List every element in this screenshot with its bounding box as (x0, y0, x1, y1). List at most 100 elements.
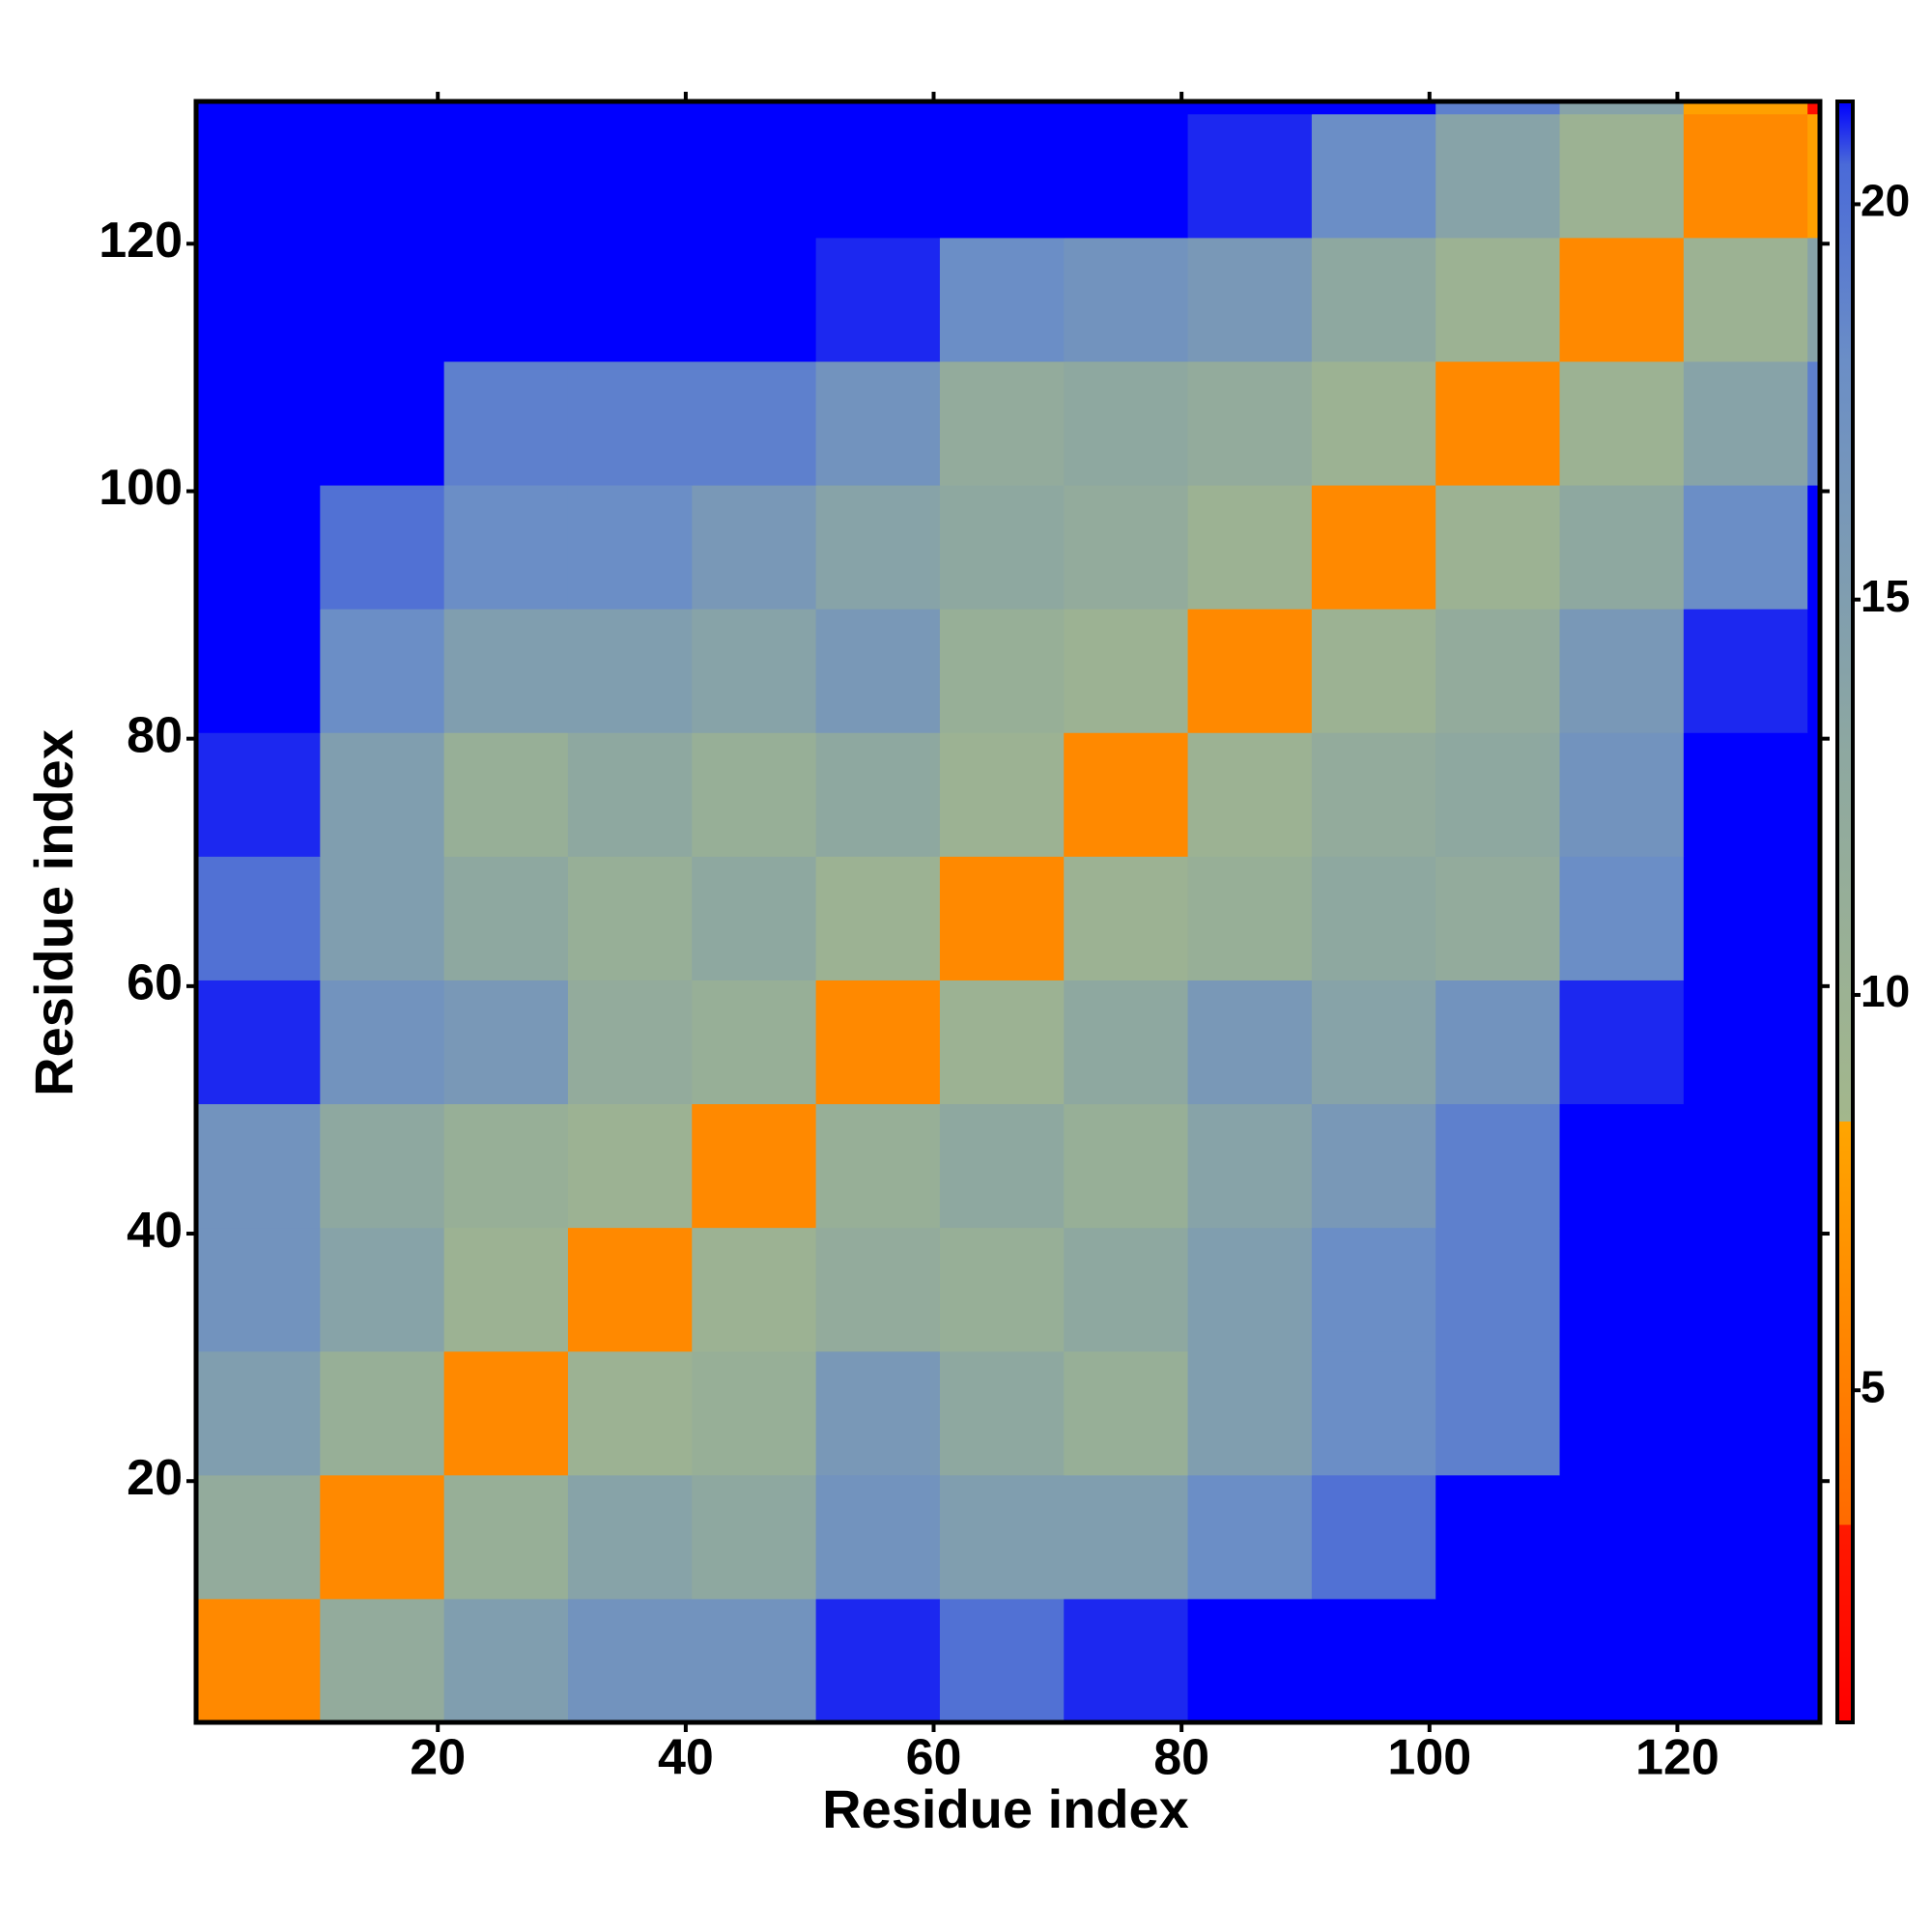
y-tick-label: 120 (99, 213, 183, 269)
heatmap-cell (567, 856, 693, 980)
heatmap-cell (1683, 1103, 1808, 1229)
heatmap-cell (1559, 609, 1685, 733)
heatmap-cell (196, 1350, 321, 1476)
heatmap-cell (939, 1350, 1065, 1476)
heatmap-cell (692, 360, 817, 486)
heatmap-cell (1683, 485, 1808, 610)
x-axis-label: Residue index (822, 1778, 1189, 1839)
heatmap-cell (692, 1103, 817, 1229)
heatmap-cell (692, 1350, 817, 1476)
heatmap-cell (1187, 237, 1313, 362)
heatmap-cell (1064, 856, 1189, 980)
heatmap-cell (1559, 1350, 1685, 1476)
heatmap-cell (443, 237, 569, 362)
heatmap-cell (320, 360, 445, 486)
heatmap-cell (1311, 1103, 1436, 1229)
heatmap-cell (1435, 1350, 1561, 1476)
heatmap-cell (1064, 1227, 1189, 1352)
heatmap-cell (692, 1474, 817, 1600)
heatmap-cell (1311, 113, 1436, 239)
heatmap-cell (1064, 101, 1189, 115)
y-tick-label: 60 (127, 955, 183, 1011)
heatmap-cell (320, 732, 445, 857)
heatmap-cell (196, 856, 321, 980)
heatmap-cell (1311, 980, 1436, 1105)
heatmap-cell (1683, 1474, 1808, 1600)
y-axis-label: Residue index (23, 729, 84, 1096)
y-tick-label: 100 (99, 460, 183, 516)
heatmap-cell (443, 980, 569, 1105)
heatmap-cell (320, 237, 445, 362)
heatmap-cell (196, 237, 321, 362)
heatmap-cell (1187, 856, 1313, 980)
heatmap-cell (1559, 980, 1685, 1105)
plot-frame (193, 99, 1823, 1725)
heatmap-cell (1187, 980, 1313, 1105)
heatmap-cell (1435, 101, 1561, 115)
heatmap-cell (567, 101, 693, 115)
heatmap-cell (692, 980, 817, 1105)
heatmap-cell (1559, 1474, 1685, 1600)
heatmap-cell (196, 1474, 321, 1600)
heatmap-cell (1683, 980, 1808, 1105)
heatmap-cell (1559, 237, 1685, 362)
heatmap-cell (1187, 1350, 1313, 1476)
heatmap-cell (815, 609, 941, 733)
heatmap-cell (939, 609, 1065, 733)
heatmap-cell (815, 360, 941, 486)
heatmap-cell (567, 1350, 693, 1476)
colorbar (1835, 99, 1855, 1724)
heatmap-cell (692, 237, 817, 362)
heatmap-cell (1683, 1227, 1808, 1352)
heatmap-cell (1064, 485, 1189, 610)
heatmap-cell (567, 360, 693, 486)
heatmap-cell (939, 485, 1065, 610)
x-tick-label: 60 (906, 1730, 962, 1786)
heatmap-cell (320, 1474, 445, 1600)
heatmap-cell (443, 1227, 569, 1352)
heatmap-cell (196, 101, 321, 115)
heatmap-cell (692, 732, 817, 857)
heatmap-cell (443, 1598, 569, 1723)
x-tick-label: 100 (1387, 1730, 1471, 1786)
heatmap-cell (196, 113, 321, 239)
heatmap-cell (1311, 1227, 1436, 1352)
heatmap-cell (443, 609, 569, 733)
heatmap-cell (567, 237, 693, 362)
heatmap-cell (1807, 485, 1821, 610)
y-tick-label: 20 (127, 1450, 183, 1506)
heatmap-cell (1683, 1350, 1808, 1476)
heatmap-cell (320, 856, 445, 980)
heatmap-cell (939, 360, 1065, 486)
heatmap-cell (443, 732, 569, 857)
heatmap-cell (815, 732, 941, 857)
heatmap-cell (1187, 732, 1313, 857)
heatmap-cell (1435, 1474, 1561, 1600)
colorbar-tick-label: 15 (1861, 571, 1910, 621)
heatmap-cell (1187, 101, 1313, 115)
heatmap-cell (692, 609, 817, 733)
heatmap-cell (1064, 237, 1189, 362)
heatmap-cell (196, 485, 321, 610)
heatmap-cell (1559, 1227, 1685, 1352)
heatmap-cell (1807, 1474, 1821, 1600)
heatmap-cell (1435, 360, 1561, 486)
heatmap-cell (1311, 732, 1436, 857)
heatmap-cell (1435, 113, 1561, 239)
heatmap-cell (939, 980, 1065, 1105)
heatmap-cell (443, 1474, 569, 1600)
heatmap-cell (1435, 732, 1561, 857)
x-tick-label: 40 (658, 1730, 714, 1786)
heatmap-cell (692, 485, 817, 610)
heatmap-cell (320, 980, 445, 1105)
heatmap-cell (692, 113, 817, 239)
heatmap-cell (1807, 237, 1821, 362)
heatmap-cell (1559, 732, 1685, 857)
heatmap-cell (567, 113, 693, 239)
heatmap-cell (939, 113, 1065, 239)
colorbar-tick-label: 10 (1861, 966, 1910, 1016)
heatmap-cell (1807, 1350, 1821, 1476)
heatmap-cell (1559, 360, 1685, 486)
heatmap-cell (939, 1103, 1065, 1229)
